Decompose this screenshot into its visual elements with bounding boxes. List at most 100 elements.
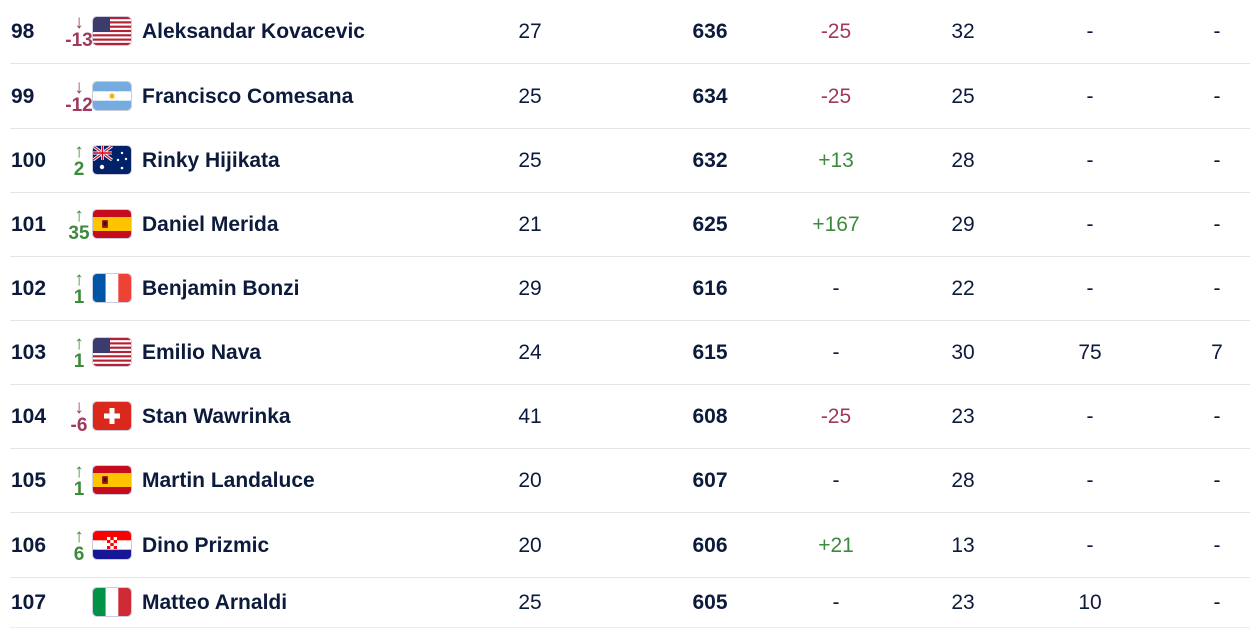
- player-name-link[interactable]: Francisco Comesana: [142, 84, 354, 108]
- rank: 99: [11, 84, 35, 108]
- rank: 100: [11, 149, 47, 172]
- rank: 102: [11, 277, 47, 300]
- column-8-value: -: [1213, 149, 1221, 172]
- row-divider: [10, 320, 1250, 321]
- points-change: -: [832, 341, 840, 364]
- rank: 101: [11, 213, 47, 236]
- rank-change: ↑ 1: [60, 257, 98, 321]
- column-8-value: -: [1213, 533, 1221, 557]
- table-row[interactable]: 103 ↑ 1 Emilio Nava 24 615 - 30 75 7: [0, 321, 1250, 385]
- points-change: -25: [820, 20, 852, 43]
- arrow-up-icon: ↑: [74, 461, 84, 482]
- player-name-link[interactable]: Dino Prizmic: [142, 533, 270, 557]
- points: 605: [692, 591, 728, 614]
- usa-flag-icon: [92, 16, 132, 46]
- points: 607: [692, 469, 728, 492]
- column-7-value: -: [1086, 84, 1094, 108]
- rank-change-value: 1: [73, 351, 85, 372]
- tournaments-played: 22: [951, 277, 975, 300]
- player-name-link[interactable]: Matteo Arnaldi: [142, 591, 288, 614]
- column-8-value: -: [1213, 213, 1221, 236]
- rank-change-value: 6: [73, 543, 85, 565]
- age: 41: [518, 405, 542, 428]
- table-row[interactable]: 101 ↑ 35 Daniel Merida 21 625 +167 29 - -: [0, 193, 1250, 257]
- column-8-value: 7: [1211, 341, 1223, 364]
- points: 632: [692, 149, 728, 172]
- rank-change-value: 2: [73, 159, 85, 180]
- age: 21: [518, 213, 542, 236]
- rank-change-value: -6: [70, 415, 88, 436]
- points-change: -: [832, 591, 840, 614]
- player-name-link[interactable]: Emilio Nava: [142, 341, 262, 364]
- tournaments-played: 32: [951, 20, 975, 43]
- player-name-link[interactable]: Benjamin Bonzi: [142, 277, 300, 300]
- column-8-value: -: [1213, 84, 1221, 108]
- column-8-value: -: [1213, 469, 1221, 492]
- table-row[interactable]: 104 ↓ -6 Stan Wawrinka 41 608 -25 23 - -: [0, 385, 1250, 449]
- column-8-value: -: [1213, 591, 1221, 614]
- player-name-link[interactable]: Aleksandar Kovacevic: [142, 20, 365, 43]
- tournaments-played: 23: [951, 405, 975, 428]
- table-row[interactable]: 105 ↑ 1 Martin Landaluce 20 607 - 28 - -: [0, 449, 1250, 513]
- rank-change: ↓ -13: [60, 0, 98, 64]
- row-divider: [10, 577, 1250, 578]
- argentina-flag-icon: [92, 80, 132, 111]
- points: 608: [692, 405, 728, 428]
- tournaments-played: 13: [951, 533, 975, 557]
- row-divider: [10, 448, 1250, 449]
- table-row[interactable]: 102 ↑ 1 Benjamin Bonzi 29 616 - 22 - -: [0, 257, 1250, 321]
- column-7-value: -: [1086, 149, 1094, 172]
- rank-change: ↑ 35: [60, 193, 98, 257]
- age: 25: [518, 84, 542, 108]
- usa-flag-icon: [92, 337, 132, 367]
- points-change: -25: [820, 84, 852, 108]
- column-8-value: -: [1213, 277, 1221, 300]
- tournaments-played: 25: [951, 84, 975, 108]
- rank-change: ↓ -12: [60, 64, 98, 129]
- row-divider: [10, 256, 1250, 257]
- age: 29: [518, 277, 542, 300]
- rank-change-value: -12: [65, 94, 93, 116]
- points-change: -25: [820, 405, 852, 428]
- player-name-link[interactable]: Stan Wawrinka: [142, 405, 291, 428]
- player-name-link[interactable]: Martin Landaluce: [142, 469, 315, 492]
- arrow-up-icon: ↑: [74, 333, 84, 354]
- rank: 106: [11, 533, 47, 557]
- tournaments-played: 28: [951, 149, 975, 172]
- arrow-down-icon: ↓: [74, 76, 84, 98]
- rank: 105: [11, 469, 47, 492]
- table-row[interactable]: 100 ↑ 2 Rinky Hijikata 25 632 +13 28 - -: [0, 129, 1250, 193]
- row-divider: [10, 128, 1250, 129]
- points-change: +167: [812, 213, 860, 236]
- column-7-value: -: [1086, 469, 1094, 492]
- rank-change: ↑ 2: [60, 129, 98, 193]
- table-row[interactable]: 98 ↓ -13 Aleksandar Kovacevic 27 636 -25 32 - -: [0, 0, 1250, 64]
- france-flag-icon: [92, 273, 132, 303]
- italy-flag-icon: [92, 587, 132, 617]
- age: 27: [518, 20, 542, 43]
- points: 606: [692, 533, 728, 557]
- points-change: -: [832, 469, 840, 492]
- tournaments-played: 28: [951, 469, 975, 492]
- column-7-value: 10: [1078, 591, 1102, 614]
- row-divider: [10, 63, 1250, 64]
- spain-flag-icon: [92, 465, 132, 495]
- age: 25: [518, 591, 542, 614]
- points-change: +13: [818, 149, 854, 172]
- column-7-value: -: [1086, 533, 1094, 557]
- table-row[interactable]: 107 Matteo Arnaldi 25 605 - 23 10 -: [0, 578, 1250, 628]
- rank-change: ↑ 1: [60, 449, 98, 513]
- rank-change-value: 35: [68, 223, 90, 244]
- player-name-link[interactable]: Rinky Hijikata: [142, 149, 280, 172]
- row-divider: [10, 627, 1250, 628]
- column-7-value: 75: [1078, 341, 1102, 364]
- table-row[interactable]: 99 ↓ -12 Francisco Comesana 25 634 -25 25 - -: [0, 64, 1250, 129]
- points: 634: [692, 84, 728, 108]
- tournaments-played: 23: [951, 591, 975, 614]
- points: 625: [692, 213, 728, 236]
- arrow-up-icon: ↑: [74, 205, 84, 226]
- player-name-link[interactable]: Daniel Merida: [142, 213, 279, 236]
- table-row[interactable]: 106 ↑ 6 Dino Prizmic 20 606 +21 13 - -: [0, 513, 1250, 578]
- points: 636: [692, 20, 728, 43]
- points: 616: [692, 277, 728, 300]
